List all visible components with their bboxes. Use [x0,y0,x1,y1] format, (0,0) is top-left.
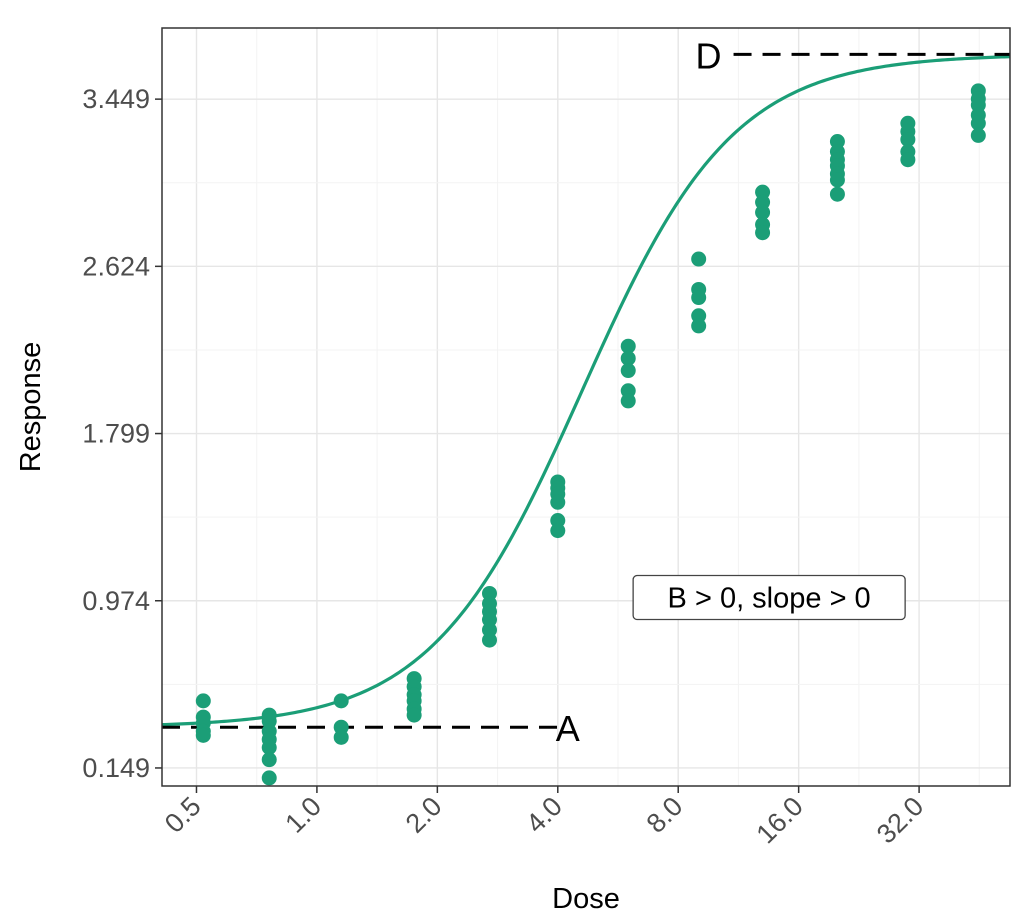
data-point [900,152,916,168]
data-point [755,204,771,220]
data-point [970,115,986,131]
data-point [829,186,845,202]
data-point [550,494,566,510]
data-point [550,523,566,539]
data-point [829,172,845,188]
fitted-curve-group [161,55,1011,727]
data-point [261,739,277,755]
x-tick-label: 16.0 [751,791,809,849]
x-tick-label: 0.5 [159,791,207,839]
data-point [691,251,707,267]
x-tick-label: 4.0 [520,791,568,839]
panel-border [161,27,1011,787]
text-box [632,574,906,621]
data-point [755,225,771,241]
x-tick-label: 8.0 [641,791,689,839]
data-point [900,131,916,147]
y-axis-title: Response [15,342,47,473]
x-tick-label: 32.0 [871,791,929,849]
data-point [195,693,211,709]
data-point [620,338,636,354]
y-tick-label: 1.799 [82,419,150,449]
panel-background [162,28,1010,786]
data-point [261,752,277,768]
x-tick-label: 2.0 [400,791,448,839]
data-point [481,632,497,648]
y-tick-label: 2.624 [82,251,150,281]
data-points [195,83,986,786]
x-axis-title: Dose [552,883,620,915]
data-point [195,727,211,743]
data-point [691,318,707,334]
data-point [970,127,986,143]
fitted-curve [161,55,1011,727]
data-point [333,693,349,709]
y-tick-label: 0.974 [82,586,150,616]
grid-lines [162,28,1010,786]
label-a: A [556,708,580,749]
data-point [620,350,636,366]
data-point [333,729,349,745]
annotations: A D B > 0, slope > 0 [556,35,906,749]
text-box-label: B > 0, slope > 0 [668,583,871,615]
y-tick-label: 0.149 [82,753,150,783]
label-d: D [696,35,722,76]
x-tick-label: 1.0 [279,791,327,839]
asymptote-lines [162,52,1010,729]
data-point [620,393,636,409]
data-point [261,770,277,786]
data-point [620,363,636,379]
y-tick-label: 3.449 [82,84,150,114]
data-point [406,707,422,723]
data-point [691,290,707,306]
